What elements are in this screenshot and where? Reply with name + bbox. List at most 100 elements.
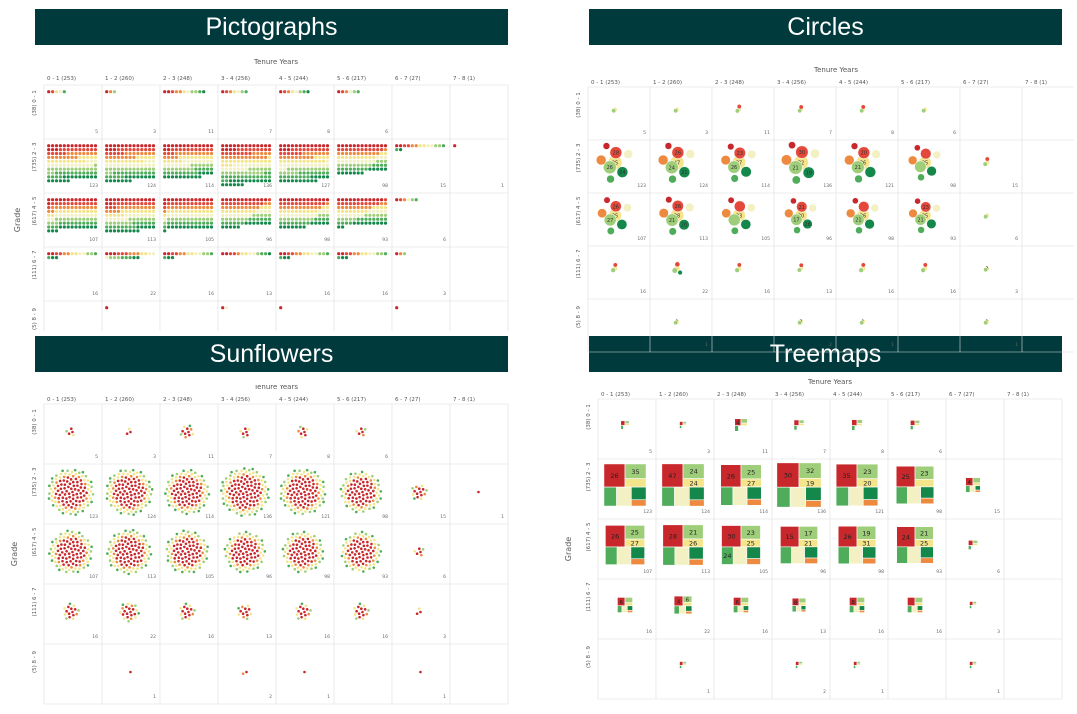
sunflower-dot xyxy=(125,605,128,609)
bubble-mark xyxy=(788,160,803,175)
treemap-tile xyxy=(620,420,626,426)
treemap-value-label: 23 xyxy=(920,469,928,477)
pictograph-dot xyxy=(93,205,98,210)
pictograph-dot xyxy=(298,175,302,179)
pictograph-dot xyxy=(174,221,178,225)
pictograph-dot xyxy=(279,306,283,310)
sunflower-dot xyxy=(188,604,192,608)
pictograph-dot xyxy=(74,144,78,148)
pictograph-dot xyxy=(82,175,86,179)
sunflower-dot xyxy=(121,553,125,556)
sunflower-dot xyxy=(187,474,191,478)
sunflower-dot xyxy=(236,479,240,482)
cell-total-label: 16 xyxy=(646,629,652,635)
sunflower-dot xyxy=(68,533,71,536)
pictograph-dot xyxy=(252,179,256,183)
sunflower-dot xyxy=(363,428,367,431)
pictograph-dot xyxy=(344,198,349,202)
pictograph-dot xyxy=(322,221,326,225)
pictograph-dot xyxy=(82,144,86,148)
sunflower-dot xyxy=(254,482,257,486)
pictograph-dot xyxy=(136,256,140,260)
pictograph-dot xyxy=(221,217,225,221)
pictograph-dot xyxy=(47,205,51,210)
sunflower-dot xyxy=(419,610,422,614)
pictograph-dot xyxy=(221,163,225,167)
sunflower-dot xyxy=(244,530,248,534)
sunflower-dot xyxy=(245,610,248,614)
pictograph-dot xyxy=(163,217,167,221)
pictograph-dot xyxy=(109,171,113,175)
pictograph-dot xyxy=(178,252,182,256)
pictograph-dot xyxy=(66,202,70,206)
sunflower-dot xyxy=(344,492,348,496)
row-header-label: (735) 2 - 3 xyxy=(32,142,38,172)
pictograph-dot xyxy=(279,155,283,159)
pictograph-dot xyxy=(62,151,66,156)
sunflower-dot xyxy=(229,564,233,568)
sunflower-dot xyxy=(121,606,124,610)
sunflower-dot xyxy=(367,535,371,539)
pictograph-dot xyxy=(426,144,430,148)
sunflower-dot xyxy=(165,487,169,491)
pictograph-dot xyxy=(318,155,322,159)
sunflower-dot xyxy=(309,489,312,492)
sunflower-dot xyxy=(136,507,139,510)
sunflower-dot xyxy=(317,497,320,500)
pictograph-dot xyxy=(128,179,132,183)
pictograph-dot xyxy=(144,213,148,217)
pictograph-dot xyxy=(58,151,63,156)
sunflower-dot xyxy=(127,572,130,576)
pictograph-dot xyxy=(383,252,388,256)
pictograph-dot xyxy=(112,155,117,159)
pictograph-dot xyxy=(62,144,66,148)
sunflower-dot xyxy=(175,532,179,536)
sunflower-dot xyxy=(117,532,121,536)
pictograph-dot xyxy=(310,213,314,217)
pictograph-dot xyxy=(294,179,298,183)
pictograph-dot xyxy=(66,155,70,159)
sunflower-dot xyxy=(241,485,244,489)
sunflower-dot xyxy=(143,557,146,560)
pictograph-dot xyxy=(93,144,98,148)
pictograph-dot xyxy=(51,256,55,260)
sunflower-dot xyxy=(295,613,299,616)
pictograph-dot xyxy=(178,202,182,206)
sunflower-dot xyxy=(225,503,229,507)
treemap-tile xyxy=(856,419,863,424)
sunflower-dot xyxy=(345,564,349,568)
pictograph-dot xyxy=(290,148,294,152)
pictograph-dot xyxy=(248,198,252,202)
cell-total-label: 98 xyxy=(382,183,388,189)
pictograph-dot xyxy=(86,159,90,163)
sunflower-dot xyxy=(189,567,193,570)
pictograph-dot xyxy=(209,155,214,159)
pictograph-dot xyxy=(178,175,182,179)
sunflower-dot xyxy=(297,429,300,433)
cell-total-label: 98 xyxy=(936,509,942,515)
sunflower-dot xyxy=(116,493,120,497)
pictograph-dot xyxy=(352,171,356,175)
sunflower-dot xyxy=(318,500,321,504)
sunflower-dot xyxy=(287,474,290,477)
pictograph-dot xyxy=(86,175,90,179)
sunflower-dot xyxy=(293,469,296,473)
pictograph-dot xyxy=(337,213,341,217)
sunflower-dot xyxy=(301,499,304,503)
pictograph-dot xyxy=(198,144,202,148)
treemap-tile xyxy=(689,486,705,501)
sunflower-dot xyxy=(364,499,368,503)
cell-total-label: 1 xyxy=(327,694,330,700)
bubble-mark xyxy=(932,150,942,160)
sunflower-dot xyxy=(79,486,83,489)
pictograph-dot xyxy=(352,221,356,225)
pictograph-dot xyxy=(248,148,252,152)
sunflower-dot xyxy=(82,554,86,557)
sunflower-dot xyxy=(75,552,79,556)
sunflower-dot xyxy=(319,494,323,497)
pictograph-dot xyxy=(383,167,388,171)
pictograph-dot xyxy=(310,179,314,183)
pictograph-dot xyxy=(70,159,74,163)
sunflower-dot xyxy=(125,503,128,507)
sunflower-dot xyxy=(245,617,249,621)
